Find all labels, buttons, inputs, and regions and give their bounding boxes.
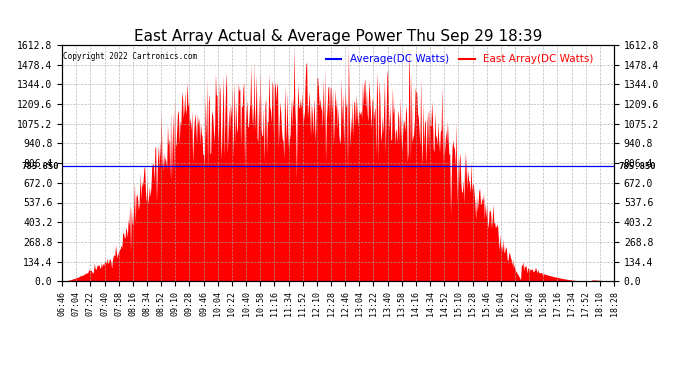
Title: East Array Actual & Average Power Thu Sep 29 18:39: East Array Actual & Average Power Thu Se… <box>134 29 542 44</box>
Text: 785.850: 785.850 <box>21 162 59 171</box>
Legend: Average(DC Watts), East Array(DC Watts): Average(DC Watts), East Array(DC Watts) <box>322 50 598 69</box>
Text: 785.850: 785.850 <box>618 162 656 171</box>
Text: Copyright 2022 Cartronics.com: Copyright 2022 Cartronics.com <box>63 52 197 61</box>
